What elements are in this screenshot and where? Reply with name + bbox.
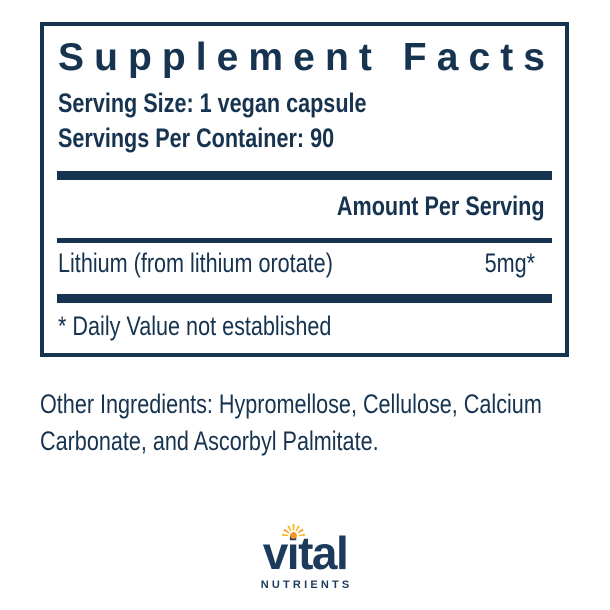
brand-logo: vital NUTRIENTS <box>258 524 353 591</box>
daily-value-footnote: * Daily Value not established <box>58 309 400 343</box>
brand-logo-wordmark: vital <box>262 524 349 579</box>
divider-thick-bottom <box>57 294 552 303</box>
amount-per-serving-header: Amount Per Serving <box>58 189 545 223</box>
daily-value-footnote-text: * Daily Value not established <box>58 311 332 341</box>
nutrient-row-lithium: Lithium (from lithium orotate) 5mg* <box>58 246 535 280</box>
nutrient-amount: 5mg* <box>484 248 535 278</box>
brand-logo-subtext: NUTRIENTS <box>260 579 353 591</box>
servings-per-container-text: Servings Per Container: 90 <box>58 123 335 153</box>
other-ingredients-line1: Other Ingredients: Hypromellose, Cellulo… <box>40 389 542 419</box>
serving-size-text: Serving Size: 1 vegan capsule <box>58 88 367 118</box>
amount-per-serving-text: Amount Per Serving <box>337 191 545 221</box>
nutrient-name: Lithium (from lithium orotate) <box>58 248 333 278</box>
divider-medium <box>57 238 552 243</box>
other-ingredients-line2: Carbonate, and Ascorbyl Palmitate. <box>40 426 379 456</box>
divider-thick-top <box>57 171 552 180</box>
serving-info: Serving Size: 1 vegan capsule Servings P… <box>58 86 444 156</box>
other-ingredients: Other Ingredients: Hypromellose, Cellulo… <box>40 386 610 460</box>
brand-logo-word-text: vital <box>262 527 349 579</box>
